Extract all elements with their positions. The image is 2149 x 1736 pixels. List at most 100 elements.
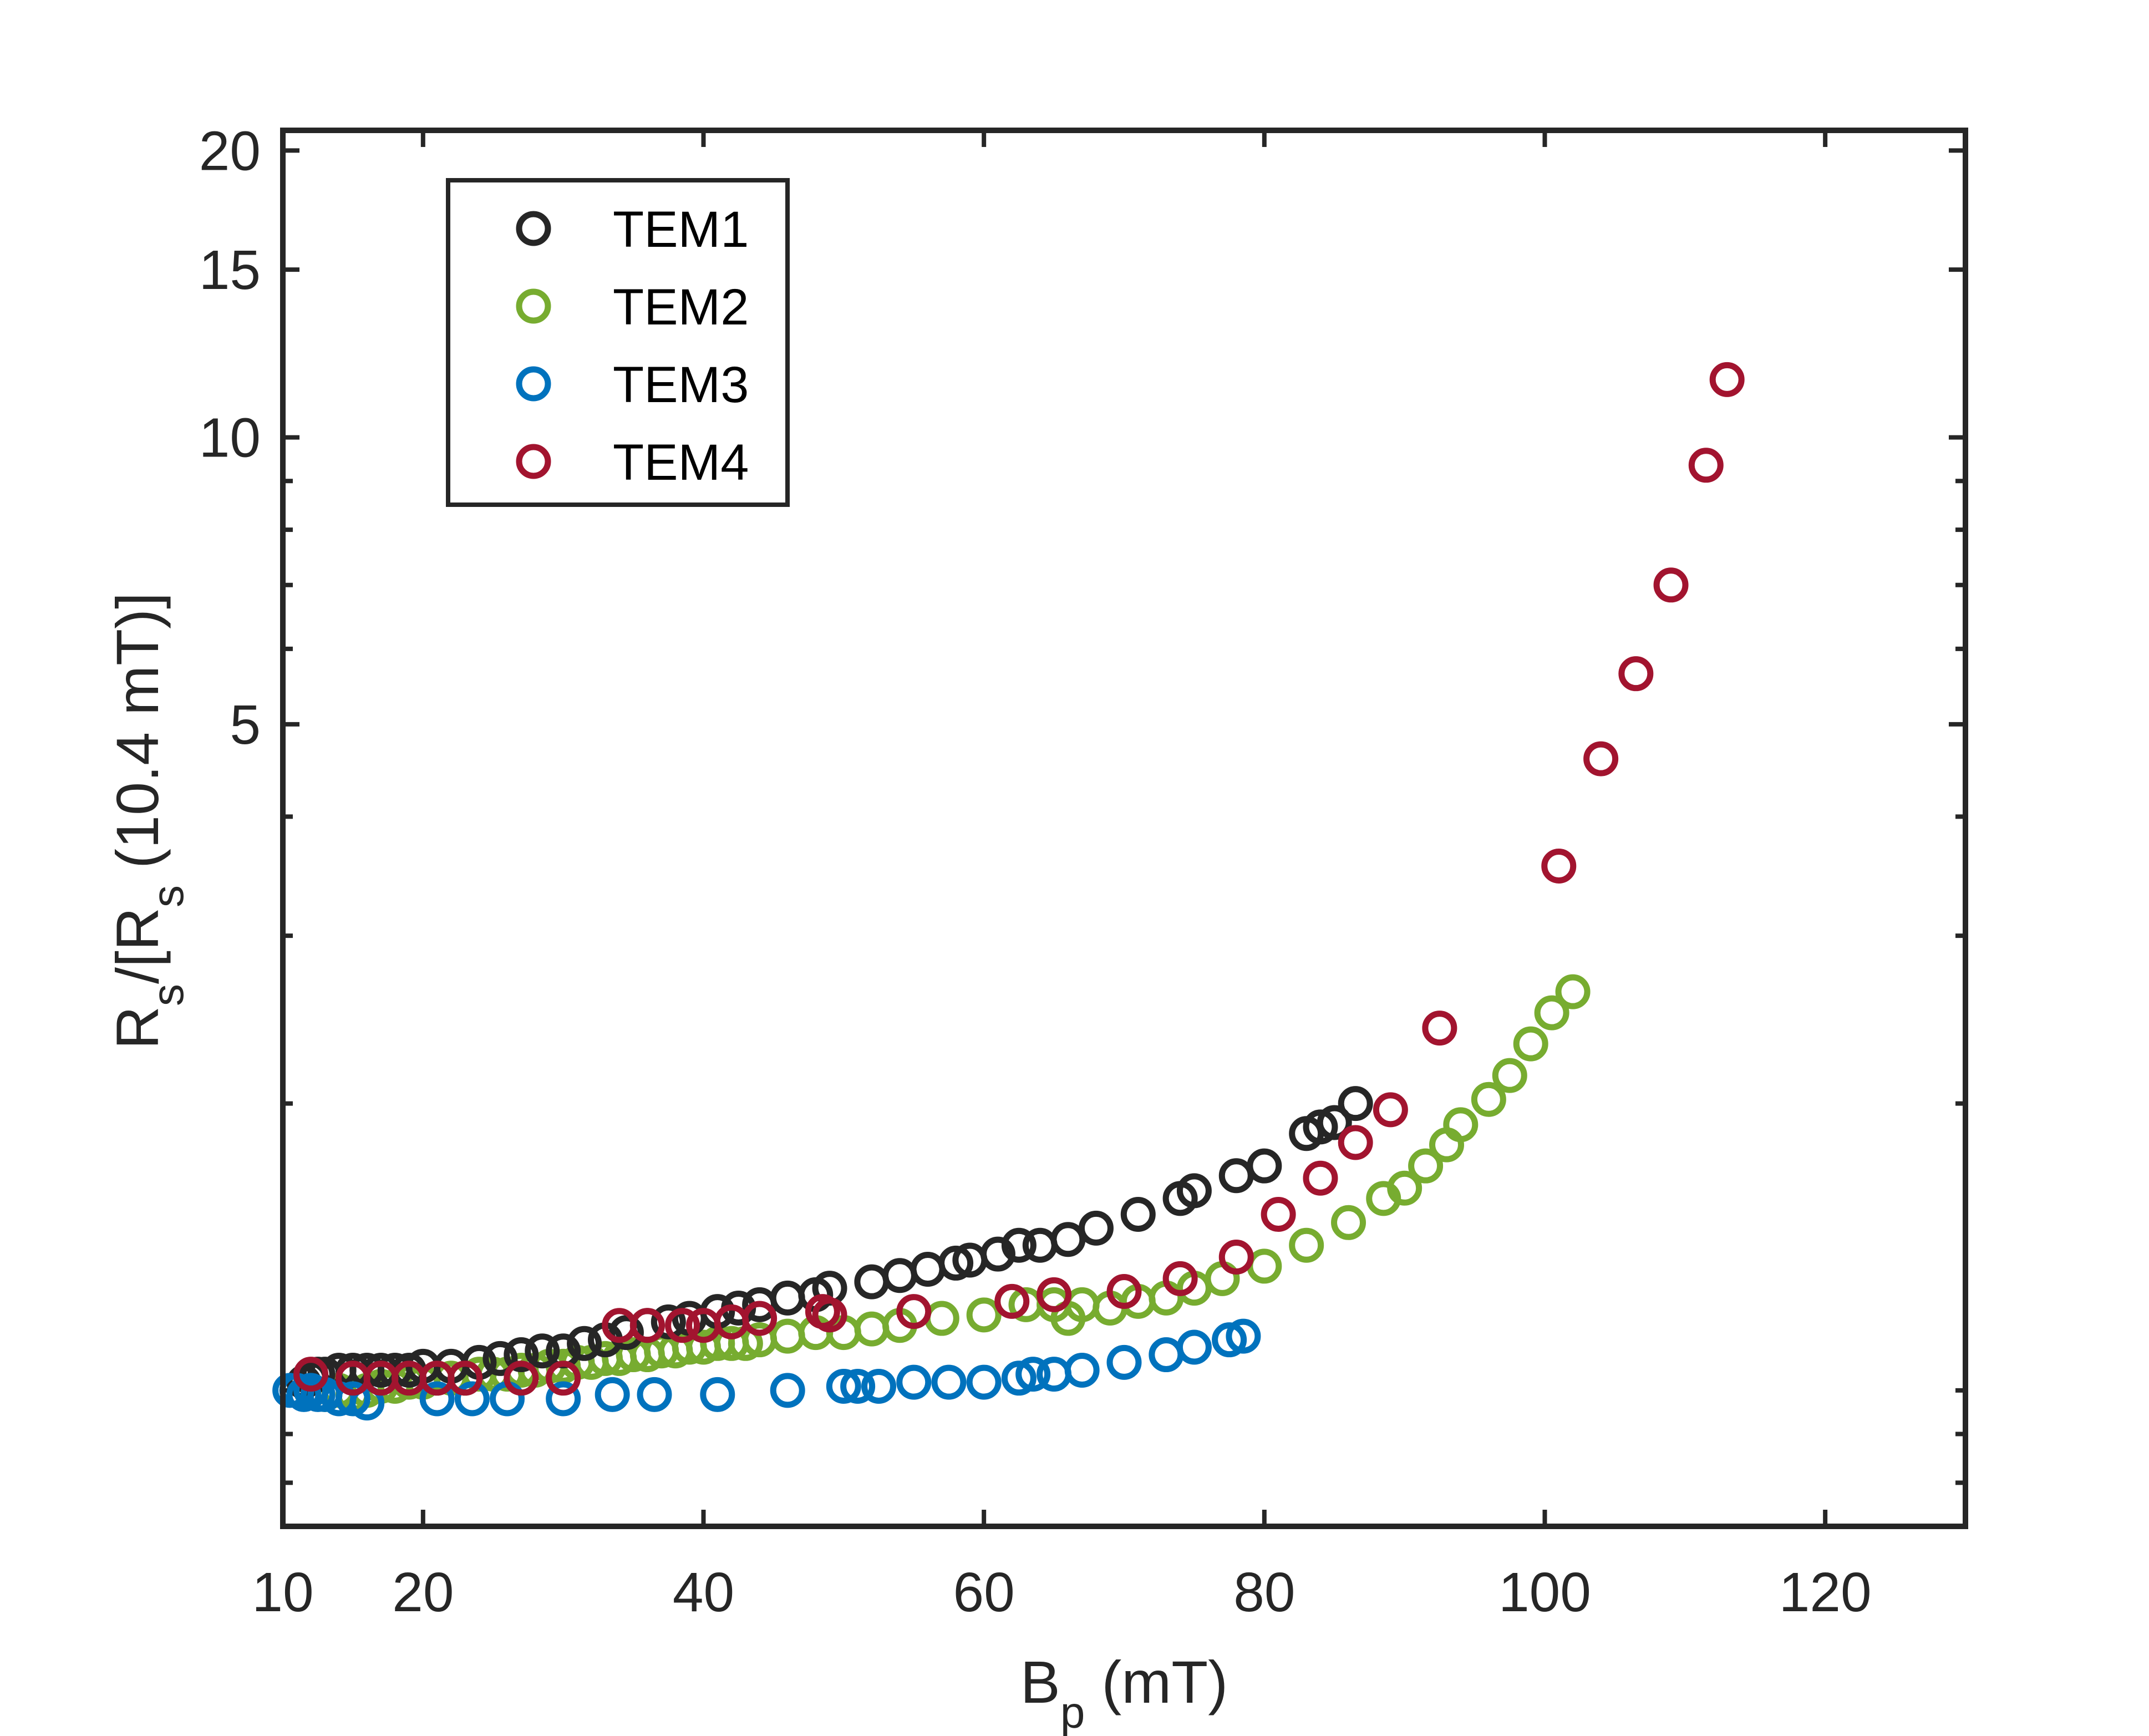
point-TEM2 [1471, 1082, 1506, 1117]
point-TEM1 [1120, 1197, 1156, 1232]
point-TEM4 [1583, 741, 1619, 776]
point-TEM1 [1338, 1086, 1373, 1121]
legend-label-TEM4: TEM4 [613, 434, 749, 491]
point-TEM1 [1078, 1210, 1114, 1246]
x-axis-label: Bp (mT) [1020, 1648, 1228, 1736]
point-TEM1 [525, 1333, 560, 1369]
legend-label-TEM3: TEM3 [613, 357, 749, 413]
point-TEM4 [742, 1301, 778, 1336]
point-TEM4 [1373, 1092, 1408, 1128]
y-tick-label-20: 20 [199, 120, 261, 182]
point-TEM2 [1289, 1227, 1324, 1263]
point-TEM3 [637, 1377, 672, 1412]
point-TEM1 [651, 1304, 686, 1339]
point-TEM4 [1422, 1011, 1457, 1046]
point-TEM2 [1408, 1148, 1444, 1184]
point-TEM2 [1513, 1026, 1548, 1062]
point-TEM3 [454, 1381, 490, 1417]
point-TEM1 [1247, 1148, 1282, 1184]
x-tick-label-100: 100 [1498, 1561, 1591, 1623]
point-TEM1 [938, 1245, 974, 1281]
point-TEM1 [980, 1236, 1015, 1272]
point-TEM3 [966, 1364, 1002, 1400]
point-TEM1 [482, 1341, 518, 1376]
point-TEM3 [861, 1368, 897, 1404]
point-TEM3 [826, 1368, 861, 1404]
y-axis-label-p3: (10.4 mT)] [104, 592, 171, 885]
legend-marker-TEM4 [516, 444, 551, 479]
point-TEM3 [1015, 1357, 1051, 1392]
data-points [272, 362, 1745, 1421]
x-tick-label-120: 120 [1779, 1561, 1872, 1623]
point-TEM1 [608, 1315, 644, 1351]
x-tick-label-80: 80 [1233, 1561, 1295, 1623]
point-TEM3 [595, 1377, 630, 1412]
legend-label-TEM1: TEM1 [613, 201, 749, 258]
y-tick-label-10: 10 [199, 407, 261, 469]
x-tick-label-40: 40 [673, 1561, 734, 1623]
point-TEM4 [994, 1283, 1030, 1319]
point-TEM3 [546, 1381, 581, 1417]
x-tick-label-10: 10 [252, 1561, 313, 1623]
point-TEM3 [1001, 1361, 1037, 1396]
point-TEM4 [665, 1308, 700, 1343]
y-axis-label-p2: /[R [104, 907, 171, 984]
legend-marker-TEM1 [516, 211, 551, 246]
x-axis-label-rest: (mT) [1085, 1648, 1228, 1715]
y-axis-label-s1: s [143, 984, 192, 1006]
point-TEM3 [1212, 1322, 1247, 1358]
legend: TEM1 TEM2 TEM3 TEM4 [446, 178, 790, 507]
point-TEM1 [1317, 1105, 1352, 1140]
point-TEM4 [1106, 1274, 1142, 1309]
point-TEM3 [1176, 1329, 1212, 1365]
point-TEM4 [1541, 848, 1577, 884]
point-TEM2 [1534, 995, 1569, 1031]
point-TEM4 [1261, 1197, 1296, 1232]
point-TEM4 [504, 1361, 539, 1396]
point-TEM3 [896, 1364, 932, 1400]
point-TEM3 [840, 1368, 876, 1404]
point-TEM4 [293, 1357, 329, 1392]
point-TEM2 [1555, 974, 1591, 1009]
point-TEM4 [1218, 1240, 1254, 1275]
point-TEM4 [448, 1361, 483, 1396]
point-TEM4 [1338, 1125, 1373, 1160]
plot-frame [280, 128, 1968, 1529]
point-TEM3 [931, 1364, 967, 1400]
point-TEM4 [1303, 1160, 1338, 1196]
point-TEM3 [1064, 1352, 1100, 1388]
legend-box [446, 178, 790, 507]
point-TEM3 [700, 1377, 735, 1412]
point-TEM1 [1176, 1173, 1212, 1209]
y-axis-label: Rs/[Rs (10.4 mT)] [104, 592, 192, 1049]
legend-marker-TEM3 [516, 366, 551, 402]
point-TEM3 [770, 1373, 805, 1408]
point-TEM2 [966, 1297, 1002, 1333]
point-TEM4 [1037, 1277, 1072, 1312]
y-tick-labels: 5 10 15 20 [199, 120, 261, 755]
point-TEM4 [1162, 1261, 1198, 1296]
series-TEM4 [293, 362, 1745, 1396]
x-axis-label-main: B [1020, 1648, 1060, 1715]
point-TEM4 [1653, 567, 1689, 603]
point-TEM4 [1688, 448, 1724, 483]
point-TEM2 [1443, 1107, 1479, 1143]
y-tick-label-5: 5 [230, 694, 261, 756]
legend-marker-TEM2 [516, 288, 551, 324]
point-TEM4 [546, 1361, 581, 1396]
point-TEM4 [629, 1308, 665, 1343]
point-TEM2 [1331, 1205, 1366, 1240]
point-TEM1 [1001, 1227, 1037, 1263]
point-TEM2 [1492, 1058, 1527, 1093]
point-TEM1 [567, 1326, 602, 1361]
point-TEM2 [1387, 1170, 1422, 1206]
y-axis-label-p1: R [104, 1006, 171, 1049]
point-TEM3 [419, 1381, 455, 1417]
point-TEM1 [504, 1337, 539, 1373]
y-tick-label-15: 15 [199, 239, 261, 301]
point-TEM1 [1050, 1222, 1086, 1257]
x-axis-label-sub: p [1060, 1688, 1085, 1736]
point-TEM3 [1226, 1318, 1261, 1354]
x-tick-label-60: 60 [953, 1561, 1015, 1623]
